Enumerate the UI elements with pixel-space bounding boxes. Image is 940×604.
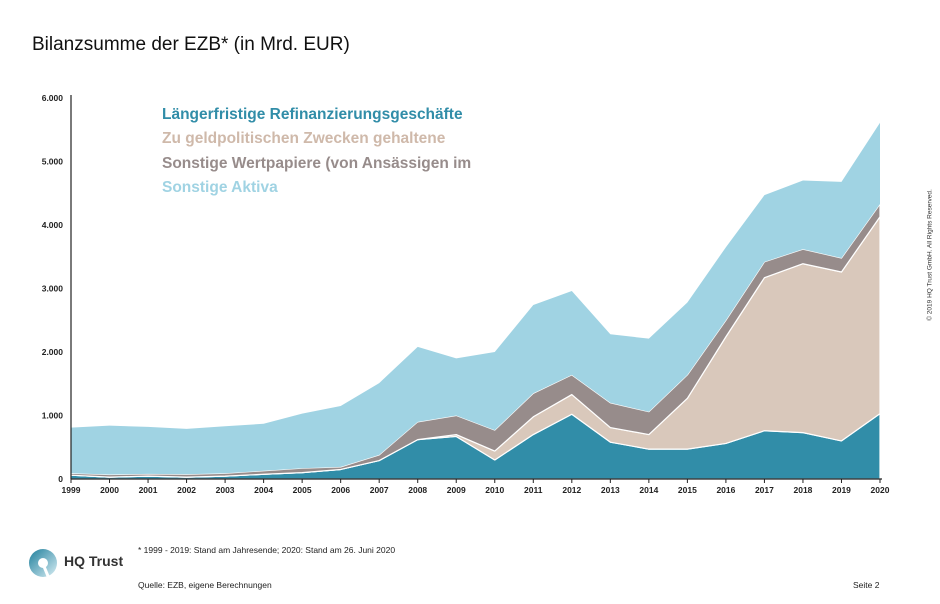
area-series-2 <box>70 203 881 478</box>
x-tick-label: 2018 <box>793 485 812 495</box>
x-tick-label: 2013 <box>601 485 620 495</box>
footnote: * 1999 - 2019: Stand am Jahresende; 2020… <box>138 545 396 555</box>
x-tick-label: 2019 <box>832 485 851 495</box>
x-tick-label: 2000 <box>100 485 119 495</box>
y-tick-label: 6.000 <box>42 93 64 103</box>
x-tick-label: 2005 <box>293 485 312 495</box>
legend-entry-ltro: Längerfristige Refinanzierungsgeschäfte <box>162 106 463 123</box>
area-series-3 <box>71 122 880 475</box>
y-tick-label: 1.000 <box>42 411 64 421</box>
page-title: Bilanzsumme der EZB* (in Mrd. EUR) <box>32 34 350 55</box>
x-tick-label: 2003 <box>216 485 235 495</box>
x-tick-label: 2014 <box>639 485 658 495</box>
x-tick-label: 2008 <box>408 485 427 495</box>
x-tick-label: 2009 <box>447 485 466 495</box>
x-tick-label: 2001 <box>139 485 158 495</box>
x-tick-label: 2006 <box>331 485 350 495</box>
x-tick-label: 2010 <box>485 485 504 495</box>
legend-entry-monetary-policy-securities: Zu geldpolitischen Zwecken gehaltene <box>162 130 446 147</box>
legend-entry-other-assets: Sonstige Aktiva <box>162 179 278 196</box>
x-tick-label: 2007 <box>370 485 389 495</box>
x-tick-label: 2004 <box>254 485 273 495</box>
x-tick-label: 2015 <box>678 485 697 495</box>
x-tick-label: 2002 <box>177 485 196 495</box>
legend-entry-other-securities: Sonstige Wertpapiere (von Ansässigen im <box>162 155 472 172</box>
x-tick-label: 2017 <box>755 485 774 495</box>
hq-trust-logo-icon <box>29 549 57 582</box>
logo-text: HQ Trust <box>64 553 124 569</box>
y-tick-label: 4.000 <box>42 220 64 230</box>
x-tick-label: 1999 <box>62 485 81 495</box>
y-tick-label: 2.000 <box>42 347 64 357</box>
x-tick-label: 2016 <box>716 485 735 495</box>
y-tick-label: 5.000 <box>42 157 64 167</box>
copyright-notice: © 2019 HQ Trust GmbH. All Rights Reserve… <box>926 189 934 321</box>
y-tick-label: 0 <box>58 474 63 484</box>
source-note: Quelle: EZB, eigene Berechnungen <box>138 580 272 590</box>
x-tick-label: 2012 <box>562 485 581 495</box>
y-tick-label: 3.000 <box>42 284 64 294</box>
page-number: Seite 2 <box>853 580 880 590</box>
x-tick-label: 2020 <box>871 485 890 495</box>
x-tick-label: 2011 <box>524 485 543 495</box>
